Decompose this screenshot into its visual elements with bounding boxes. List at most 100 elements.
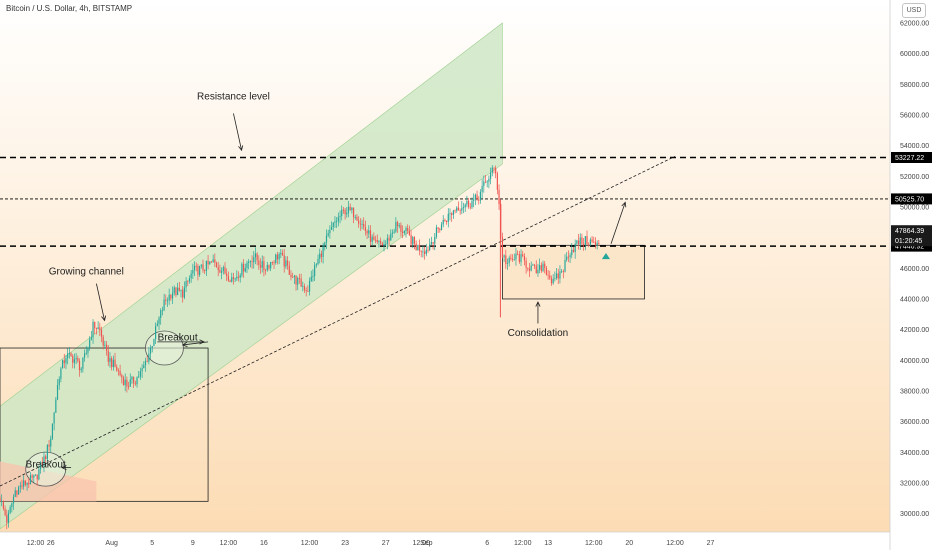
candle-body: [116, 366, 118, 371]
candle-body: [498, 189, 500, 205]
candle-body: [148, 353, 150, 362]
candle-body: [437, 227, 439, 229]
candle-body: [417, 244, 419, 251]
candle-body: [523, 256, 526, 261]
x-tick-label: 20: [625, 540, 633, 547]
candle-body: [226, 273, 228, 277]
candle-body: [51, 423, 54, 439]
candle-body: [273, 262, 275, 263]
candle-body: [138, 376, 140, 378]
candle-body: [24, 480, 26, 485]
x-tick-label: 12:00: [514, 540, 532, 547]
candle-body: [97, 327, 99, 330]
candle-body: [532, 264, 534, 266]
candle-body: [45, 456, 47, 460]
candle-body: [457, 207, 460, 211]
projection-arrow-head: [621, 201, 627, 208]
candle-body: [352, 207, 355, 218]
candle-body: [141, 368, 143, 372]
candle-body: [23, 480, 25, 487]
candle-body: [456, 207, 458, 211]
candle-body: [344, 209, 346, 215]
candle-body: [258, 260, 260, 266]
candle-body: [562, 271, 564, 273]
candle-body: [293, 275, 295, 278]
candle-body: [577, 240, 580, 245]
candle-body: [263, 261, 265, 271]
candle-body: [139, 371, 142, 377]
candle-body: [322, 244, 324, 258]
candle-body: [574, 243, 576, 252]
candle-body: [571, 249, 573, 256]
candle-body: [510, 257, 512, 259]
candle-body: [297, 278, 299, 285]
candle-body: [364, 226, 366, 231]
x-tick-label: 6: [485, 540, 489, 547]
candle-body: [48, 444, 50, 447]
candle-body: [366, 230, 368, 234]
candle-body: [278, 254, 280, 260]
candle-body: [402, 231, 404, 233]
candle-body: [270, 261, 272, 269]
candle-body: [569, 255, 571, 258]
candle-body: [351, 207, 353, 211]
candle-body: [53, 412, 55, 424]
candle-body: [21, 485, 23, 487]
candle-body: [244, 268, 246, 272]
candle-body: [586, 236, 588, 245]
candle-body: [58, 378, 60, 386]
candle-body: [447, 213, 449, 222]
candle-body: [317, 258, 319, 265]
x-tick-label: 12:00: [301, 540, 319, 547]
candle-body: [55, 399, 57, 413]
candle-body: [535, 265, 537, 274]
candle-body: [320, 253, 323, 258]
candle-body: [378, 241, 380, 242]
candle-body: [424, 251, 426, 254]
x-tick-label: 12:00: [412, 540, 430, 547]
candle-body: [219, 270, 221, 273]
candle-body: [126, 379, 128, 387]
candle-body: [395, 222, 397, 232]
breakout-base-box: [0, 347, 209, 502]
candle-body: [393, 231, 395, 233]
x-tick-label: 27: [382, 540, 390, 547]
current-price-tag-bg: [891, 225, 932, 237]
currency-badge[interactable]: USD: [902, 3, 926, 18]
candle-body: [73, 359, 76, 363]
candle-body: [347, 206, 350, 213]
candle-body: [583, 243, 585, 246]
candle-body: [530, 265, 532, 271]
breakout-circle-upper: [145, 330, 184, 366]
candle-body: [264, 270, 267, 271]
candle-body: [87, 347, 89, 353]
countdown-tag-bg: [891, 235, 932, 247]
candle-body: [111, 358, 113, 368]
candle-body: [442, 219, 444, 225]
candle-body: [544, 263, 546, 268]
consolidation-box: [502, 244, 645, 300]
candle-body: [462, 207, 465, 209]
candle-body: [473, 199, 475, 201]
candle-body: [28, 483, 30, 485]
y-tick-label: 62000.00: [900, 20, 929, 27]
candle-body: [459, 210, 461, 212]
candle-body: [517, 253, 519, 255]
candle-body: [400, 225, 402, 232]
candle-body: [539, 265, 541, 270]
x-tick-label: 16: [260, 540, 268, 547]
candle-body: [405, 228, 407, 231]
candle-body: [288, 265, 290, 275]
candle-body: [68, 353, 70, 354]
candle-body: [511, 258, 514, 260]
candle-body: [518, 254, 520, 262]
breakout-upper-arrow-head: [199, 339, 205, 345]
candle-body: [422, 251, 424, 253]
candle-body: [199, 265, 201, 275]
candle-body: [204, 270, 206, 272]
candle-body: [254, 253, 257, 258]
candle-body: [6, 515, 8, 523]
candle-body: [276, 254, 279, 260]
